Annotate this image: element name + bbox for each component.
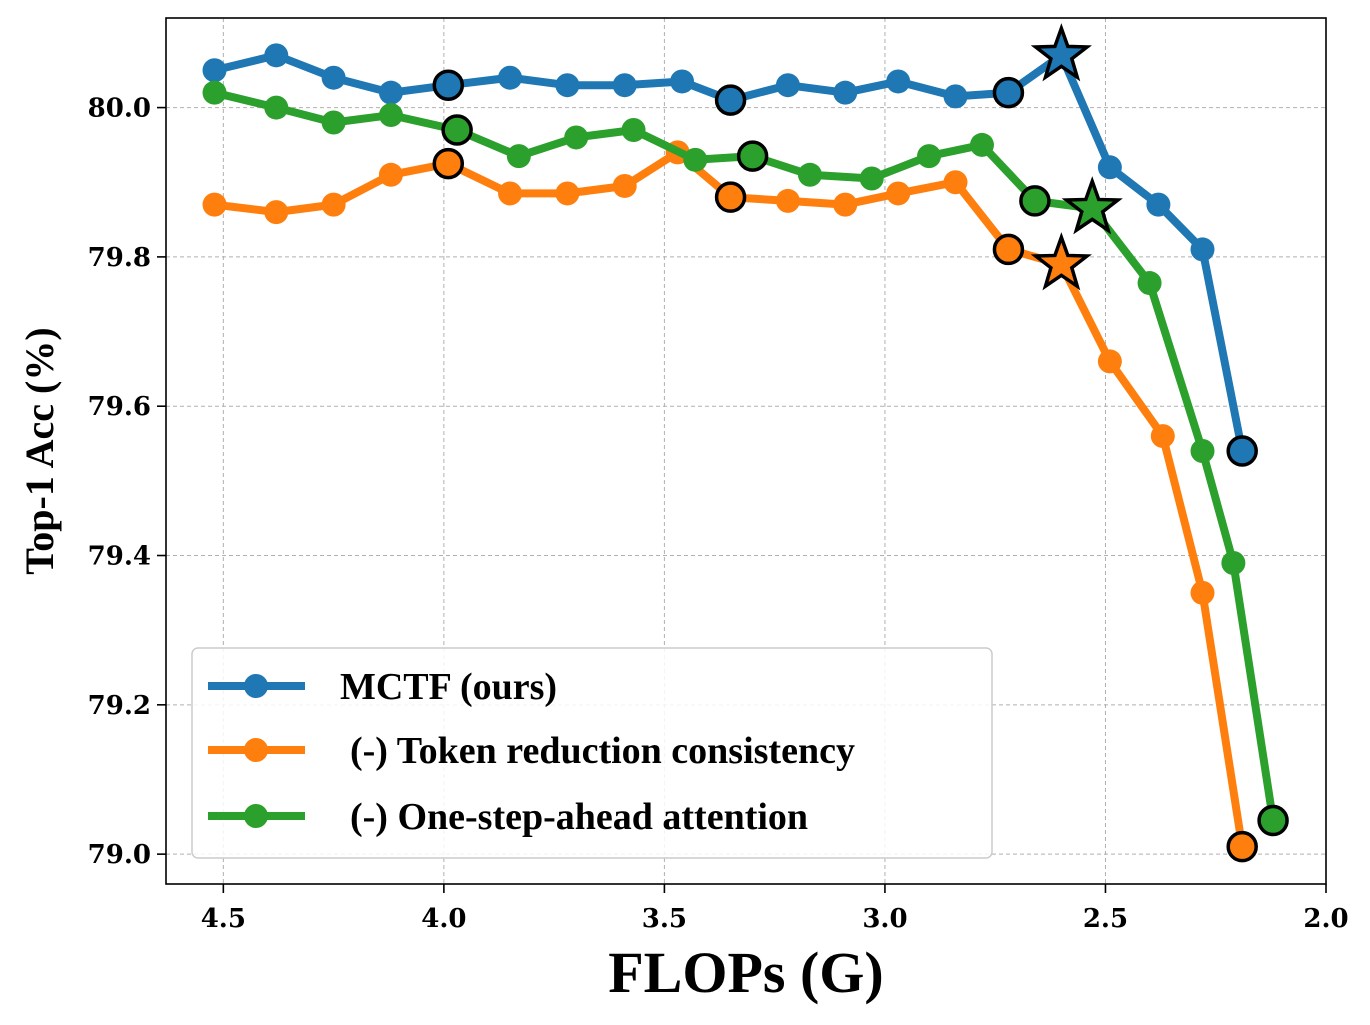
data-point [1190, 580, 1215, 605]
x-tick-label: 4.5 [201, 904, 246, 934]
y-tick-label: 79.4 [88, 542, 151, 572]
legend-marker [244, 674, 268, 698]
legend-item-1: MCTF (ours) [208, 666, 557, 708]
legend-marker [244, 738, 268, 762]
data-point [917, 144, 942, 169]
x-tick-label: 3.0 [862, 904, 907, 934]
legend-box [191, 647, 993, 859]
data-point [886, 69, 911, 94]
data-point [886, 181, 911, 206]
data-point [264, 43, 289, 68]
legend: MCTF (ours) (-) Token reduction consisten… [191, 647, 993, 859]
data-point-highlighted [714, 84, 747, 116]
data-point [612, 173, 637, 198]
star-marker [1030, 232, 1092, 291]
x-axis-title: FLOPs (G) [608, 940, 883, 1005]
data-point [969, 132, 994, 157]
data-point [202, 192, 227, 217]
data-point [621, 117, 646, 142]
legend-marker [244, 804, 268, 828]
plot-frame [165, 17, 1327, 885]
series-layer [202, 23, 1289, 863]
data-point [498, 181, 523, 206]
data-point [775, 73, 800, 98]
legend-item-2: (-) Token reduction consistency [208, 730, 855, 772]
data-point-highlighted [432, 147, 465, 180]
y-tick-label: 79.0 [88, 840, 151, 870]
data-point [1137, 271, 1162, 296]
legend-item-3: (-) One-step-ahead attention [208, 796, 808, 838]
data-point-highlighted [736, 140, 769, 172]
star-marker [1030, 23, 1092, 82]
data-point [321, 192, 346, 217]
data-point [264, 95, 289, 120]
data-point [833, 192, 858, 217]
data-point [1097, 349, 1122, 374]
y-tick-label: 79.2 [88, 691, 151, 721]
legend-label: (-) Token reduction consistency [350, 730, 855, 772]
data-point [1150, 424, 1175, 449]
series-3 [202, 80, 1289, 837]
legend-label: MCTF (ours) [340, 666, 557, 708]
data-point-highlighted [992, 233, 1025, 266]
y-axis-title: Top-1 Acc (%) [17, 327, 62, 574]
data-point [202, 80, 227, 105]
data-point [555, 73, 580, 98]
data-point [859, 166, 884, 191]
data-point [378, 103, 403, 128]
data-point [378, 80, 403, 105]
y-tick-label: 80.0 [88, 94, 151, 124]
data-point [683, 147, 708, 172]
legend-label: (-) One-step-ahead attention [350, 796, 808, 838]
x-tick-label: 3.5 [642, 904, 687, 934]
data-point [833, 80, 858, 105]
x-tick-label: 2.0 [1303, 904, 1348, 934]
data-point [321, 110, 346, 135]
series-1 [202, 23, 1258, 467]
data-point [1221, 550, 1246, 575]
data-point-highlighted [992, 76, 1025, 109]
data-point-highlighted [1226, 435, 1258, 467]
data-point [264, 200, 289, 225]
series-2 [202, 140, 1258, 863]
axes-ticks: 4.5 4.0 3.5 3.0 2.5 2.0 79.0 79.2 79.4 79.6 79.8 80… [88, 94, 1349, 934]
x-tick-label: 4.0 [421, 904, 466, 934]
data-point-highlighted [1257, 804, 1289, 837]
data-point-highlighted [714, 181, 747, 213]
data-point [797, 162, 822, 187]
data-point [321, 65, 346, 90]
data-point [775, 188, 800, 213]
data-point [1190, 237, 1215, 262]
data-point [612, 73, 637, 98]
data-point [943, 84, 968, 109]
data-point [1097, 155, 1122, 180]
data-point-highlighted [441, 114, 473, 146]
data-point [506, 144, 531, 169]
y-tick-label: 79.8 [88, 243, 151, 273]
data-point [670, 69, 695, 94]
data-point [564, 125, 589, 150]
data-point-highlighted [432, 69, 465, 101]
data-point-highlighted [1226, 830, 1258, 863]
data-point [1146, 192, 1171, 217]
star-marker [1061, 176, 1123, 235]
data-point [1190, 439, 1215, 463]
data-point [202, 58, 227, 83]
y-tick-label: 79.6 [88, 392, 151, 422]
data-point [555, 181, 580, 206]
data-point-highlighted [1019, 185, 1051, 217]
data-point [378, 162, 403, 187]
data-point [498, 65, 523, 90]
x-tick-label: 2.5 [1083, 904, 1128, 934]
data-point [943, 170, 968, 195]
